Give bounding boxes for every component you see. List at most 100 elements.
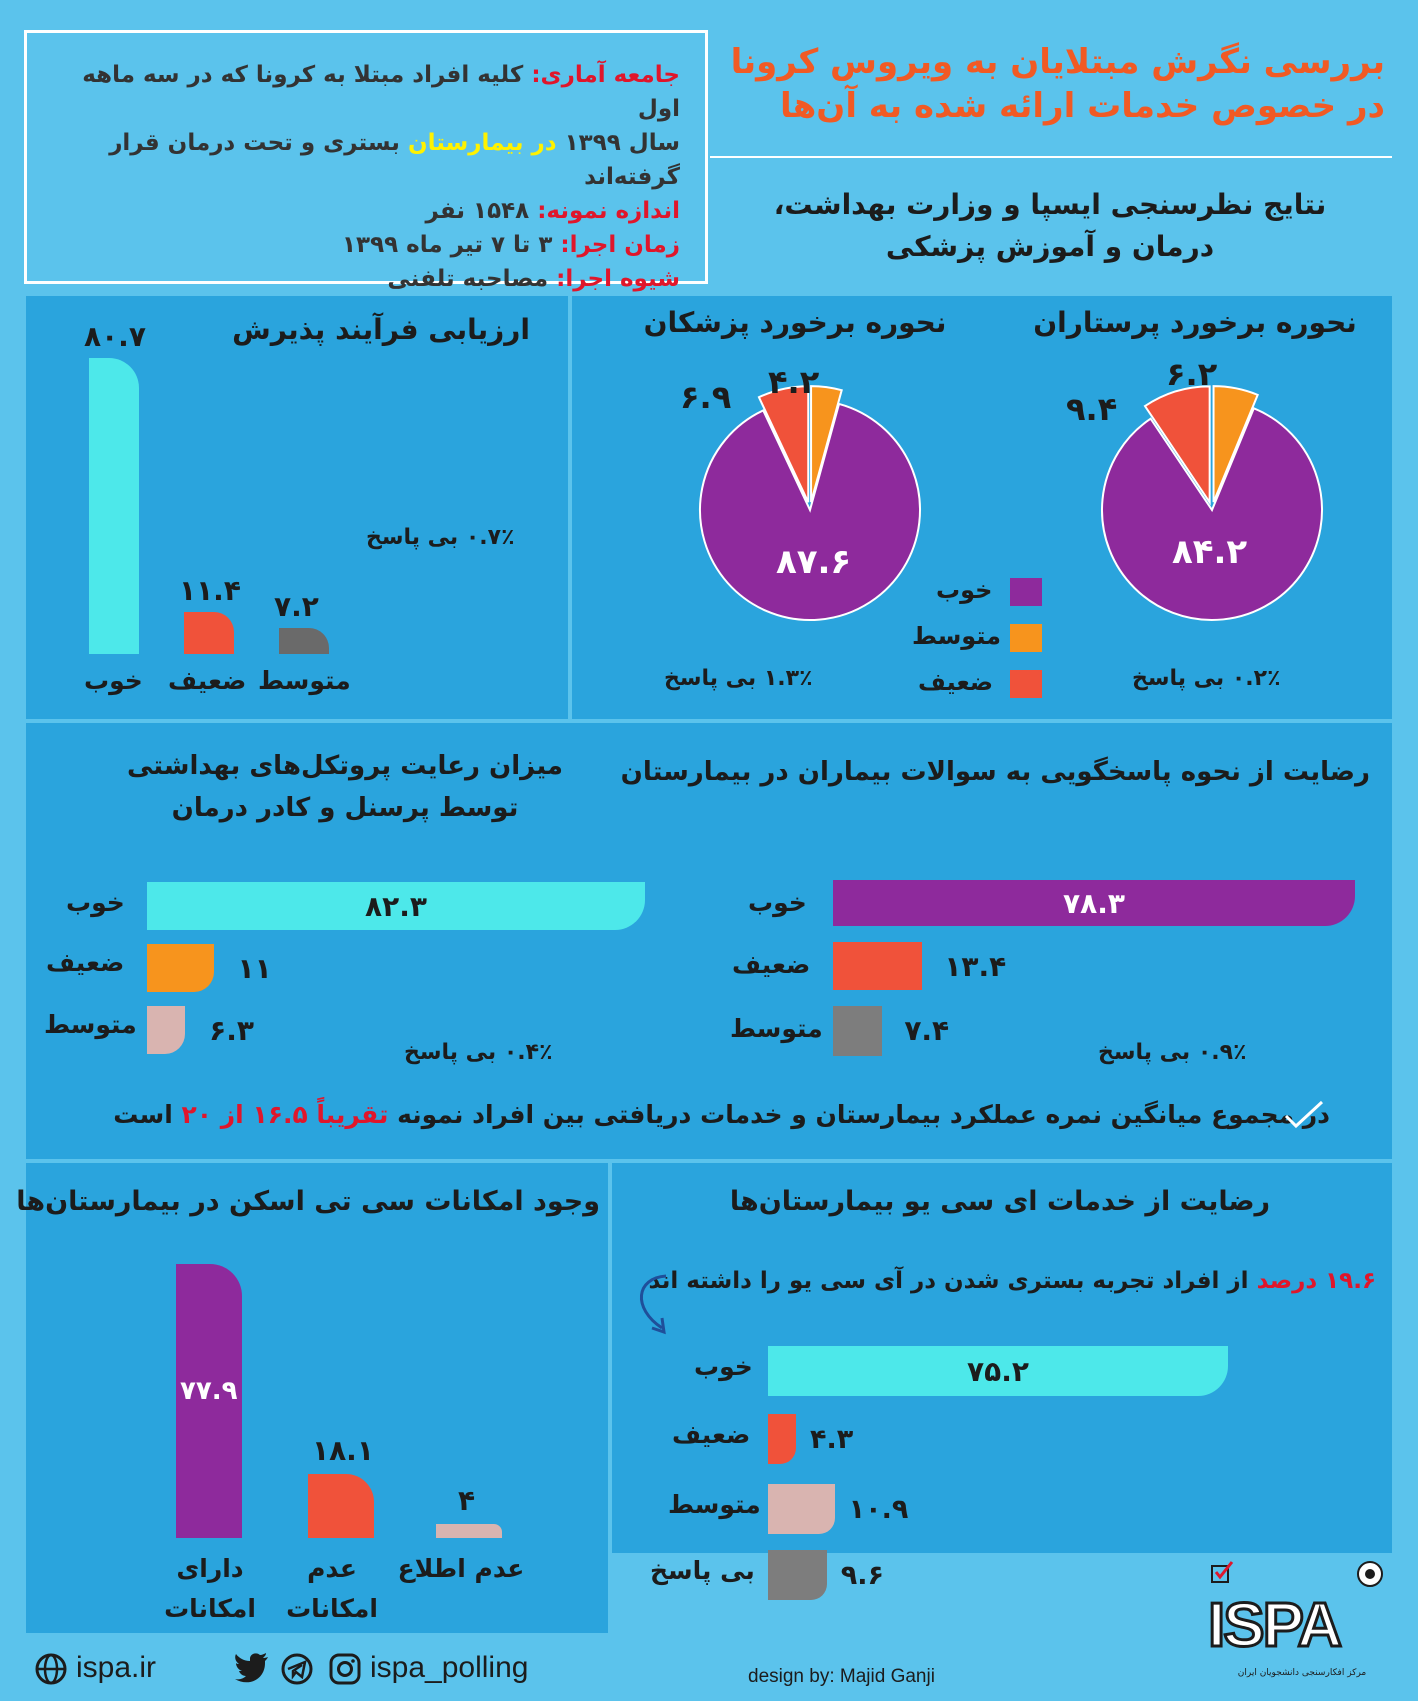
ct-label: امکانات <box>164 1594 256 1623</box>
pie-slice-average <box>1212 385 1259 503</box>
answers-bar <box>833 1006 883 1056</box>
logo-wordmark: ISPA <box>1206 1590 1343 1662</box>
instagram-icon[interactable] <box>328 1652 362 1686</box>
doctors-avg-value: ۴.۲ <box>768 363 820 401</box>
time-label: زمان اجرا: <box>560 232 680 258</box>
admission-value: ۷.۲ <box>274 589 319 623</box>
protocols-bar <box>147 1006 186 1054</box>
emblem-icon <box>1357 1561 1383 1587</box>
nurses-avg-value: ۶.۲ <box>1166 355 1218 393</box>
answers-value: ۷۸.۳ <box>1063 886 1125 920</box>
icu-label: بی پاسخ <box>650 1556 755 1585</box>
legend-good-label: خوب <box>936 576 993 604</box>
answers-value: ۷.۴ <box>904 1014 950 1047</box>
middle-panel <box>26 723 1392 1159</box>
sample-label: اندازه نمونه: <box>537 198 680 224</box>
nurses-weak-value: ۹.۴ <box>1066 390 1118 428</box>
doctors-weak-value: ۶.۹ <box>680 378 732 416</box>
legend-average-label: متوسط <box>912 622 1002 650</box>
nurses-pie <box>1101 385 1323 621</box>
globe-icon[interactable] <box>34 1652 68 1686</box>
protocols-value: ۸۲.۳ <box>365 889 427 923</box>
icu-bar <box>768 1414 796 1464</box>
answers-value: ۱۳.۴ <box>944 950 1007 983</box>
page-subtitle: نتایج نظرسنجی ایسپا و وزارت بهداشت، درما… <box>773 188 1327 263</box>
twitter-icon[interactable] <box>234 1652 270 1684</box>
admission-value: ۸۰.۷ <box>84 320 146 353</box>
pie-slice-good <box>1101 406 1323 621</box>
ct-label: عدم <box>307 1554 357 1583</box>
ct-value: ۱۸.۱ <box>312 1434 374 1468</box>
protocols-value: ۶.۳ <box>209 1014 254 1047</box>
ct-panel <box>26 1163 608 1633</box>
icu-bar <box>768 1484 835 1534</box>
nurses-title: نحوره برخورد پرستاران <box>1033 306 1357 339</box>
doctors-title: نحوره برخورد پزشکان <box>643 306 947 339</box>
summary-text: در مجموع میانگین نمره عملکرد بیمارستان و… <box>113 1100 1330 1129</box>
answers-bar <box>833 880 1355 926</box>
ispa-logo: ISPA مرکز افکارسنجی دانشجویان ایران <box>1206 1560 1398 1690</box>
icu-value: ۹.۶ <box>840 1560 884 1591</box>
nurses-no-answer: ۰.۲٪ بی پاسخ <box>1132 666 1281 691</box>
icu-label: متوسط <box>668 1490 761 1519</box>
ct-title: وجود امکانات سی تی اسکن در بیمارستان‌ها <box>16 1186 600 1217</box>
method-label: شیوه اجرا: <box>556 266 680 292</box>
answers-label: متوسط <box>730 1014 823 1043</box>
title-divider <box>710 156 1392 158</box>
ct-bar <box>308 1474 374 1538</box>
protocols-bar <box>147 944 214 992</box>
protocols-no-answer: ۰.۴٪ بی پاسخ <box>404 1040 553 1065</box>
design-credit: design by: Majid Ganji <box>748 1666 935 1687</box>
ct-label: امکانات <box>286 1594 378 1623</box>
icu-value: ۷۵.۲ <box>967 1354 1029 1388</box>
icu-title: رضایت از خدمات ای سی یو بیمارستان‌ها <box>729 1186 1271 1217</box>
ct-bar <box>436 1523 502 1538</box>
doctors-pie <box>699 385 921 621</box>
answers-label: خوب <box>748 888 807 917</box>
ct-label: دارای <box>176 1554 244 1583</box>
admission-no-answer: ۰.۷٪ بی پاسخ <box>366 525 515 550</box>
legend-weak-label: ضعیف <box>918 668 994 696</box>
answers-bar <box>833 942 923 990</box>
nurses-good-value: ۸۴.۲ <box>1172 532 1248 572</box>
admission-label: متوسط <box>258 666 351 695</box>
pie-slice-weak <box>757 385 810 503</box>
ct-label: عدم اطلاع <box>397 1554 525 1583</box>
legend-good-swatch <box>1010 578 1042 606</box>
answers-title: رضایت از نحوه پاسخگویی به سوالات بیماران… <box>620 757 1370 787</box>
icu-bar <box>768 1346 1228 1396</box>
admission-label: خوب <box>84 666 143 695</box>
icu-note: ۱۹.۶ درصد از افراد تجربه بستری شدن در آی… <box>648 1268 1376 1294</box>
ct-value: ۷۷.۹ <box>180 1376 238 1406</box>
pie-slice-weak <box>1143 385 1211 506</box>
admission-bar <box>89 358 139 654</box>
icu-bar <box>768 1550 827 1600</box>
protocols-title: میزان رعایت پروتکل‌های بهداشتی توسط پرسن… <box>126 751 564 823</box>
admission-bar <box>279 627 329 654</box>
legend-weak-swatch <box>1010 670 1042 698</box>
protocols-bar <box>147 882 645 930</box>
icu-label: خوب <box>694 1352 753 1381</box>
info-population: جامعه آماری: کلیه افراد مبتلا به کرونا ک… <box>82 62 680 292</box>
admission-bar <box>184 612 234 654</box>
answers-no-answer: ۰.۹٪ بی پاسخ <box>1098 1040 1247 1065</box>
curved-arrow-icon <box>640 1274 667 1335</box>
ct-value: ۴ <box>458 1483 476 1517</box>
website-link[interactable]: ispa.ir <box>76 1651 157 1684</box>
ct-bar <box>176 1264 242 1538</box>
protocols-value: ۱۱ <box>237 952 272 985</box>
info-box <box>24 30 708 284</box>
checkmark-icon <box>1284 1100 1324 1129</box>
doctors-good-value: ۸۷.۶ <box>776 542 852 582</box>
legend-average-swatch <box>1010 624 1042 652</box>
telegram-icon[interactable] <box>280 1652 314 1686</box>
protocols-label: متوسط <box>44 1010 137 1039</box>
ispa-checkbox-icon <box>1211 1561 1234 1583</box>
admission-value: ۱۱.۴ <box>179 574 241 608</box>
population-label: جامعه آماری: <box>531 62 680 88</box>
pie-slice-average <box>810 385 843 503</box>
icu-value: ۴.۳ <box>810 1424 854 1455</box>
logo-caption: مرکز افکارسنجی دانشجویان ایران <box>1237 1668 1367 1678</box>
icu-label: ضعیف <box>672 1420 751 1449</box>
social-handle[interactable]: ispa_polling <box>370 1651 529 1684</box>
